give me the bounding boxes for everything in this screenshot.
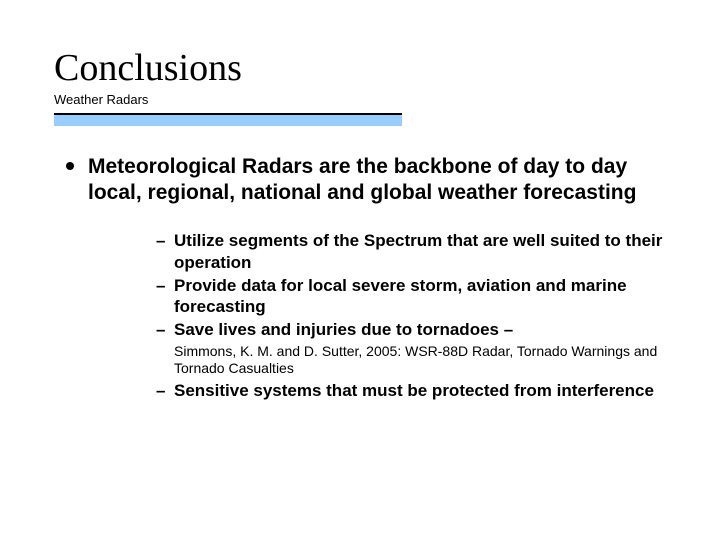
- bullet-dot-icon: [66, 162, 74, 170]
- sub-bullet-item: – Utilize segments of the Spectrum that …: [156, 230, 666, 273]
- dash-icon: –: [156, 319, 174, 340]
- dash-icon: –: [156, 275, 174, 296]
- divider-bar-blue: [54, 115, 402, 126]
- main-bullet-text: Meteorological Radars are the backbone o…: [88, 154, 666, 207]
- citation-text: Simmons, K. M. and D. Sutter, 2005: WSR-…: [174, 343, 666, 378]
- sub-bullet-text: Provide data for local severe storm, avi…: [174, 275, 666, 318]
- sub-bullet-item: – Save lives and injuries due to tornado…: [156, 319, 666, 340]
- main-bullet: Meteorological Radars are the backbone o…: [66, 154, 666, 207]
- slide-body: Meteorological Radars are the backbone o…: [54, 154, 666, 401]
- sub-bullet-list: – Utilize segments of the Spectrum that …: [156, 230, 666, 401]
- dash-icon: –: [156, 230, 174, 251]
- sub-bullet-item: – Sensitive systems that must be protect…: [156, 380, 666, 401]
- sub-bullet-item: – Provide data for local severe storm, a…: [156, 275, 666, 318]
- sub-bullet-text: Utilize segments of the Spectrum that ar…: [174, 230, 666, 273]
- slide-subtitle: Weather Radars: [54, 92, 666, 107]
- sub-bullet-text: Save lives and injuries due to tornadoes…: [174, 319, 513, 340]
- title-divider: [54, 113, 666, 126]
- dash-icon: –: [156, 380, 174, 401]
- slide-title: Conclusions: [54, 48, 666, 90]
- slide-container: Conclusions Weather Radars Meteorologica…: [0, 0, 720, 540]
- sub-bullet-text: Sensitive systems that must be protected…: [174, 380, 654, 401]
